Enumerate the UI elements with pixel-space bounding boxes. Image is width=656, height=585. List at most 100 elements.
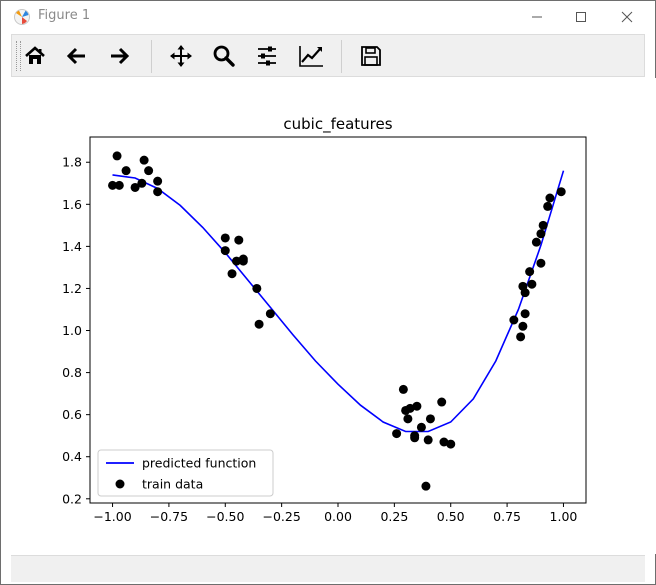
toolbar-grip[interactable] <box>16 41 21 71</box>
train-data-point <box>254 319 264 329</box>
pan-icon <box>170 45 192 67</box>
plot-svg[interactable]: cubic_features −1.00 −0.75 −0.50 −0.25 0.00 0.… <box>2 78 656 554</box>
edit-axis-button[interactable] <box>294 39 328 73</box>
legend-box <box>97 449 274 497</box>
train-data-point <box>421 481 431 491</box>
x-tick-label: 0.75 <box>493 509 521 524</box>
minimize-icon <box>531 16 542 17</box>
maximize-button[interactable] <box>558 1 603 32</box>
y-tick-label: 1.4 <box>62 239 82 254</box>
train-data-point <box>425 414 435 424</box>
train-data-point <box>439 437 449 447</box>
back-arrow-icon <box>66 47 85 65</box>
train-data-point <box>121 166 131 176</box>
train-data-point <box>437 397 447 407</box>
train-data-point <box>130 182 140 192</box>
chart-title: cubic_features <box>283 115 392 134</box>
y-tick-label: 1.8 <box>62 155 82 170</box>
train-data-point <box>405 403 415 413</box>
x-tick-label: 0.00 <box>324 509 352 524</box>
figure-canvas[interactable]: cubic_features −1.00 −0.75 −0.50 −0.25 0.00 0.… <box>2 78 656 554</box>
legend-label: predicted function <box>142 456 256 471</box>
train-data-point <box>525 267 535 277</box>
home-button[interactable] <box>18 39 52 73</box>
train-data-point <box>114 180 124 190</box>
y-tick-label: 0.8 <box>62 365 82 380</box>
configure-subplots-icon <box>258 46 276 66</box>
train-data-point <box>265 309 275 319</box>
x-tick-label: −1.00 <box>93 509 131 524</box>
x-tick-label: 0.50 <box>437 509 465 524</box>
y-tick-label: 1.0 <box>62 323 82 338</box>
train-data-point <box>137 178 147 188</box>
x-tick-label: −0.75 <box>150 509 188 524</box>
train-data-point <box>112 151 122 161</box>
x-tick-label: 1.00 <box>550 509 578 524</box>
train-data-point <box>238 256 248 266</box>
close-button[interactable] <box>604 1 649 32</box>
y-tick-label: 0.6 <box>62 407 82 422</box>
train-data-point <box>139 155 149 165</box>
forward-arrow-icon <box>111 47 130 65</box>
train-data-point <box>412 401 422 411</box>
window-title: Figure 1 <box>38 8 91 23</box>
save-icon <box>361 46 381 66</box>
train-data-point <box>234 235 244 245</box>
train-data-point <box>538 220 548 230</box>
x-tick-label: −0.50 <box>206 509 244 524</box>
maximize-icon <box>575 11 586 22</box>
toolbar-separator <box>341 40 342 73</box>
toolbar-separator <box>151 40 152 73</box>
x-tick-label: −0.25 <box>262 509 300 524</box>
train-data-point <box>520 309 530 319</box>
train-data-point <box>227 269 237 279</box>
zoom-button[interactable] <box>207 39 241 73</box>
train-data-point <box>108 180 118 190</box>
train-data-point <box>392 429 402 439</box>
y-tick-label: 0.2 <box>62 491 82 506</box>
close-icon <box>621 11 632 22</box>
y-tick-label: 1.2 <box>62 281 82 296</box>
configure-subplots-button[interactable] <box>250 39 284 73</box>
train-data-point <box>516 332 526 342</box>
train-data-point <box>398 384 408 394</box>
train-data-point <box>153 176 163 186</box>
train-data-point <box>556 187 566 197</box>
legend-dot-swatch <box>115 479 125 489</box>
train-data-point <box>423 435 433 445</box>
train-data-point <box>416 422 426 432</box>
minimize-button[interactable] <box>514 1 559 32</box>
legend-label: train data <box>142 477 203 492</box>
forward-button[interactable] <box>102 39 136 73</box>
train-data-point <box>144 166 154 176</box>
home-icon <box>25 46 45 64</box>
train-data-point <box>220 233 230 243</box>
train-data-point <box>446 439 456 449</box>
train-data-point <box>252 283 262 293</box>
axes-frame <box>89 136 587 504</box>
zoom-icon <box>213 45 235 67</box>
train-data-point <box>520 288 530 298</box>
edit-axis-icon <box>299 46 323 67</box>
back-button[interactable] <box>60 39 94 73</box>
train-data-point <box>527 279 537 289</box>
train-data-point <box>536 229 546 239</box>
train-data-point <box>509 315 519 325</box>
train-data-point <box>545 193 555 203</box>
legend: predicted function train data <box>97 449 274 497</box>
train-data-point <box>220 246 230 256</box>
train-data-point <box>403 414 413 424</box>
x-tick-label: 0.25 <box>380 509 408 524</box>
train-data-point <box>410 433 420 443</box>
predicted-function-line <box>112 170 565 433</box>
train-data-point <box>232 256 242 266</box>
title-bar[interactable]: Figure 1 <box>1 1 655 32</box>
navigation-toolbar <box>11 34 645 77</box>
status-bar <box>11 555 645 582</box>
train-data-point <box>153 187 163 197</box>
y-tick-label: 0.4 <box>62 449 82 464</box>
save-button[interactable] <box>354 39 388 73</box>
y-tick-label: 1.6 <box>62 197 82 212</box>
pan-button[interactable] <box>164 39 198 73</box>
